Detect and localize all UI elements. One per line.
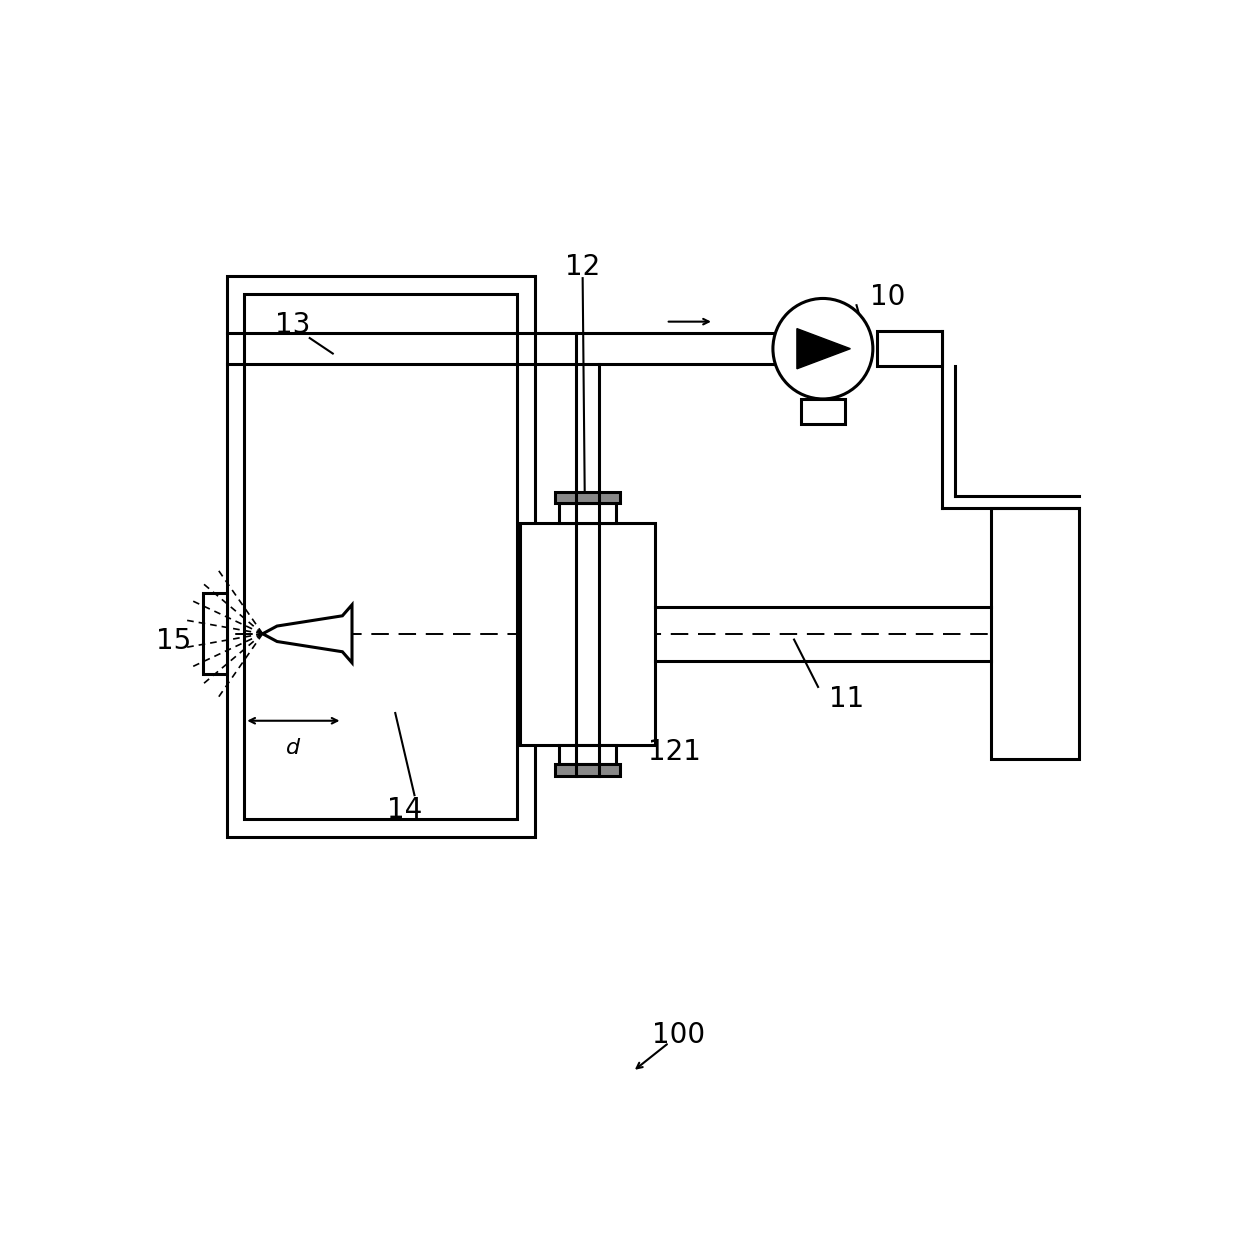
Bar — [991, 508, 1080, 759]
Polygon shape — [263, 605, 352, 663]
Bar — [244, 294, 517, 820]
Bar — [554, 764, 620, 776]
Bar — [559, 745, 616, 764]
Text: 13: 13 — [275, 310, 310, 339]
Text: 100: 100 — [652, 1020, 706, 1049]
Circle shape — [773, 299, 873, 399]
Text: 12: 12 — [565, 252, 600, 281]
Bar — [554, 492, 620, 503]
Text: 14: 14 — [387, 796, 423, 823]
Text: 11: 11 — [830, 685, 864, 714]
Bar — [877, 331, 942, 366]
Bar — [801, 399, 844, 424]
Text: 121: 121 — [647, 738, 701, 766]
Text: d: d — [286, 738, 300, 758]
Text: 10: 10 — [869, 284, 905, 311]
Polygon shape — [797, 329, 851, 369]
Text: 15: 15 — [156, 626, 191, 655]
Bar — [521, 522, 655, 745]
Bar — [227, 276, 534, 837]
Bar — [559, 503, 616, 522]
Bar — [203, 594, 227, 674]
